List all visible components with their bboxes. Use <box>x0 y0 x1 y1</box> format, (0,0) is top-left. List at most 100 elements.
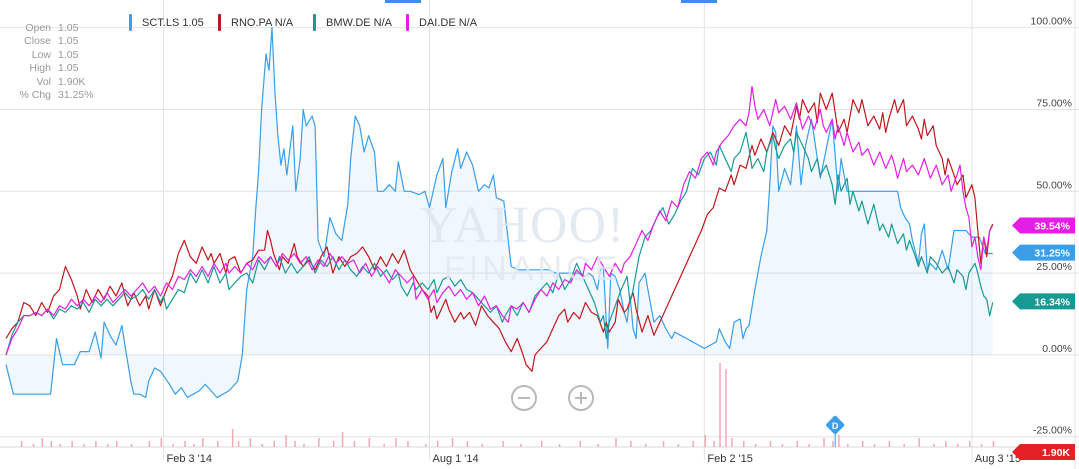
chart-legend: SCT.LS 1.05 RNO.PA N/A BMW.DE N/A DAI.DE… <box>0 14 1079 34</box>
last-value-bmw-tag <box>1012 293 1075 310</box>
ohlc-value: 1.05 <box>58 48 79 61</box>
ohlc-label: Low <box>31 48 51 61</box>
legend-item-rno[interactable]: RNO.PA N/A <box>218 14 293 31</box>
ohlc-value: 31.25% <box>58 89 94 102</box>
y-tick-label: 0.00% <box>1042 343 1072 355</box>
event-marker-diamond[interactable] <box>825 415 845 435</box>
volume-bar <box>781 444 784 447</box>
legend-label: BMW.DE N/A <box>326 16 393 29</box>
volume-bar <box>903 444 906 447</box>
last-value-dai-tag <box>1012 217 1075 234</box>
top-tab-indicator-2[interactable] <box>681 0 717 3</box>
volume-bar <box>231 429 234 447</box>
legend-swatch <box>313 14 316 31</box>
volume-bar <box>249 438 252 447</box>
legend-label: SCT.LS 1.05 <box>142 16 204 29</box>
volume-bar <box>520 444 522 447</box>
zoom-in-button[interactable] <box>568 385 594 411</box>
watermark-subtitle: FINANCE <box>444 250 622 288</box>
volume-bar <box>796 441 799 447</box>
legend-label: RNO.PA N/A <box>231 16 294 29</box>
last-value-dai-tag-text: 39.54% <box>1034 221 1070 233</box>
volume-bar <box>261 444 264 447</box>
volume-bar <box>630 441 632 447</box>
ohlc-label: % Chg <box>19 89 51 102</box>
legend-item-bmw[interactable]: BMW.DE N/A <box>313 14 392 31</box>
series-line-rno <box>5 92 994 372</box>
y-tick-label: 25.00% <box>1036 261 1072 273</box>
y-tick-label: 75.00% <box>1036 97 1072 109</box>
volume-last-tag <box>1012 444 1075 460</box>
y-tick-label: 50.00% <box>1036 179 1072 191</box>
x-tick-label: Aug 1 '14 <box>433 453 479 465</box>
volume-bar <box>451 438 454 447</box>
volume-bar <box>558 444 561 447</box>
volume-bar <box>615 438 617 447</box>
event-marker-label[interactable]: D <box>832 421 839 431</box>
ohlc-value: 1.90K <box>58 75 86 88</box>
volume-bar <box>436 441 439 447</box>
volume-bar <box>59 444 61 447</box>
volume-bar <box>172 444 174 447</box>
legend-swatch <box>218 14 221 31</box>
volume-bar <box>425 444 427 447</box>
legend-swatch <box>129 14 132 31</box>
x-tick-label: Feb 2 '15 <box>707 453 753 465</box>
volume-bar <box>579 441 582 447</box>
volume-bar <box>332 441 335 447</box>
volume-bar <box>704 435 706 447</box>
volume-bar <box>743 441 745 447</box>
volume-bar <box>115 441 118 447</box>
ohlc-value: 1.05 <box>58 62 79 75</box>
volume-bar <box>540 441 543 447</box>
volume-bar <box>662 441 665 447</box>
ohlc-row-pct-change: % Chg 31.25% <box>6 89 94 102</box>
ohlc-label: Vol <box>36 75 51 88</box>
series-line-dai <box>5 85 994 356</box>
volume-bar <box>160 438 163 447</box>
volume-bar <box>285 435 287 447</box>
volume-bar <box>502 441 504 447</box>
volume-bar <box>71 441 73 447</box>
volume-bar <box>992 441 995 447</box>
legend-item-sct[interactable]: SCT.LS 1.05 <box>129 14 204 31</box>
y-tick-label: 100.00% <box>1031 16 1072 28</box>
volume-bar <box>294 441 296 447</box>
ohlc-value: 1.05 <box>58 22 79 34</box>
ohlc-label: Close <box>24 35 51 48</box>
top-tab-indicator-1[interactable] <box>385 0 421 3</box>
legend-label: DAI.DE N/A <box>419 16 478 29</box>
volume-bar <box>130 444 133 447</box>
volume-bar <box>237 441 240 447</box>
last-value-sct-tag-text: 31.25% <box>1034 248 1070 260</box>
series-area-sct <box>6 27 993 398</box>
volume-bar <box>957 444 959 447</box>
volume-last-tag-text: 1.90K <box>1042 447 1070 459</box>
volume-bar <box>769 441 772 447</box>
ohlc-row-close: Close 1.05 <box>6 35 94 48</box>
last-value-bmw-tag-text: 16.34% <box>1034 296 1070 308</box>
volume-bar <box>873 444 876 447</box>
legend-item-dai[interactable]: DAI.DE N/A <box>406 14 477 31</box>
volume-bar <box>193 444 195 447</box>
y-tick-label: -25.00% <box>1033 425 1072 437</box>
volume-bar <box>50 441 53 447</box>
series-line-bmw <box>5 131 994 356</box>
volume-bar <box>95 441 97 447</box>
volume-bar <box>644 444 647 447</box>
ohlc-row-low: Low 1.05 <box>6 49 94 62</box>
volume-bar <box>395 438 397 447</box>
volume-bar <box>148 441 151 447</box>
volume-bar <box>918 438 920 447</box>
volume-bar <box>481 444 484 447</box>
zoom-out-button[interactable] <box>511 385 537 411</box>
volume-bar <box>217 441 219 447</box>
last-value-sct-tag <box>1012 244 1075 261</box>
volume-bar <box>273 441 275 447</box>
volume-bar <box>368 438 371 447</box>
ohlc-readout: Open 1.05 Close 1.05 Low 1.05 High 1.05 Vol 1… <box>6 22 94 102</box>
ohlc-label: Open <box>25 22 51 34</box>
volume-bar <box>838 435 840 447</box>
